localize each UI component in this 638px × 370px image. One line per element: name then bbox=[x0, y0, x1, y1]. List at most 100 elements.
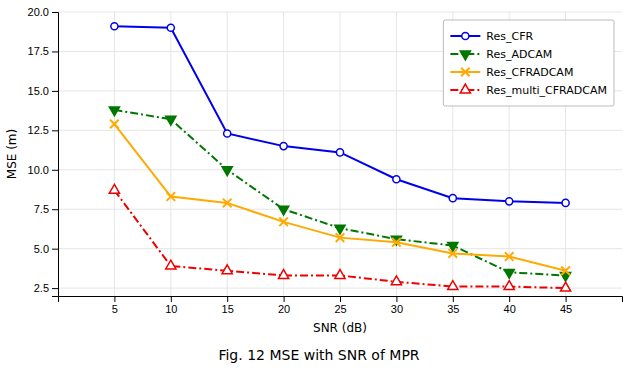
point bbox=[111, 23, 118, 30]
series bbox=[111, 23, 569, 207]
tick-label: 10.0 bbox=[28, 164, 49, 176]
point bbox=[222, 265, 232, 274]
point bbox=[449, 195, 456, 202]
tick: 10 bbox=[165, 296, 177, 315]
tick: 12.5 bbox=[28, 124, 58, 136]
tick-label: 2.5 bbox=[34, 282, 49, 294]
tick: 35 bbox=[447, 296, 459, 315]
tick-label: 17.5 bbox=[28, 45, 49, 57]
tick-label: 35 bbox=[447, 303, 459, 315]
point bbox=[167, 24, 174, 31]
series-line bbox=[114, 26, 565, 203]
tick: 15.0 bbox=[28, 85, 58, 97]
tick-label: 25 bbox=[334, 303, 346, 315]
legend: Res_CFR Res_ADCAM Res_CFRADCAM Res_multi_CF… bbox=[443, 20, 614, 106]
grid-line-y bbox=[58, 288, 622, 289]
point bbox=[506, 198, 513, 205]
grid-line-y bbox=[58, 209, 622, 210]
point bbox=[562, 199, 569, 206]
point bbox=[109, 184, 119, 193]
point bbox=[336, 233, 345, 242]
point bbox=[561, 266, 570, 275]
tick-mark bbox=[340, 296, 341, 302]
tick-label: 12.5 bbox=[28, 124, 49, 136]
tick: 5.0 bbox=[34, 243, 58, 255]
grid-line-x bbox=[283, 12, 284, 296]
tick-mark bbox=[52, 288, 58, 289]
point bbox=[393, 176, 400, 183]
series bbox=[109, 184, 570, 291]
tick: 20 bbox=[278, 296, 290, 315]
tick-mark bbox=[396, 296, 397, 302]
tick-mark bbox=[509, 296, 510, 302]
legend-symbol bbox=[462, 32, 469, 39]
tick: 30 bbox=[391, 296, 403, 315]
point bbox=[335, 270, 345, 279]
grid-line-y bbox=[58, 12, 622, 13]
legend-label: Res_CFR bbox=[486, 30, 533, 43]
x-axis-title: SNR (dB) bbox=[313, 321, 367, 335]
axis-line bbox=[59, 297, 623, 303]
point bbox=[448, 249, 457, 258]
point bbox=[504, 281, 514, 290]
grid-line-x bbox=[227, 12, 228, 296]
legend-symbol bbox=[461, 68, 470, 77]
tick-label: 15 bbox=[222, 303, 234, 315]
chart: 510152025303540452.55.07.510.012.515.017… bbox=[0, 0, 638, 370]
point bbox=[110, 120, 119, 129]
series-line bbox=[114, 190, 565, 288]
point bbox=[280, 143, 287, 150]
point bbox=[504, 269, 514, 278]
legend-item: Res_CFRADCAM bbox=[450, 66, 573, 79]
tick-label: 40 bbox=[504, 303, 516, 315]
y-axis: 2.5 5.0 7.5 10.0 12.5 15.0 17.5 20.0 bbox=[28, 6, 59, 296]
tick: 7.5 bbox=[34, 203, 58, 215]
tick: 45 bbox=[560, 296, 572, 315]
tick-label: 15.0 bbox=[28, 85, 49, 97]
legend-label: Res_ADCAM bbox=[486, 48, 552, 61]
point bbox=[561, 282, 571, 291]
legend-item: Res_ADCAM bbox=[450, 48, 552, 61]
tick-mark bbox=[227, 296, 228, 302]
point bbox=[336, 149, 343, 156]
grid bbox=[58, 12, 622, 296]
tick-mark bbox=[114, 296, 115, 302]
point bbox=[166, 192, 175, 201]
point bbox=[223, 199, 232, 208]
series bbox=[110, 120, 570, 275]
grid-line-y bbox=[58, 169, 622, 170]
tick: 40 bbox=[504, 296, 516, 315]
legend-item: Res_multi_CFRADCAM bbox=[450, 84, 607, 97]
legend-label: Res_multi_CFRADCAM bbox=[486, 84, 607, 97]
grid-line-y bbox=[58, 130, 622, 131]
legend-frame bbox=[443, 20, 614, 106]
legend-item: Res_CFR bbox=[450, 30, 533, 43]
tick-mark bbox=[52, 249, 58, 250]
tick-mark bbox=[52, 209, 58, 210]
tick-label: 10 bbox=[165, 303, 177, 315]
tick-mark bbox=[453, 296, 454, 302]
tick-mark bbox=[52, 130, 58, 131]
x-axis: 51015202530354045 bbox=[59, 296, 623, 315]
grid-line-x bbox=[170, 12, 171, 296]
tick: 20.0 bbox=[28, 6, 58, 18]
tick-label: 5.0 bbox=[34, 243, 49, 255]
point bbox=[505, 252, 514, 261]
tick-mark bbox=[52, 170, 58, 171]
tick-mark bbox=[171, 296, 172, 302]
point bbox=[166, 260, 176, 269]
tick-mark bbox=[284, 296, 285, 302]
point bbox=[222, 167, 232, 176]
point bbox=[109, 107, 119, 116]
point bbox=[392, 238, 401, 247]
tick-mark bbox=[566, 296, 567, 302]
grid-line-x bbox=[114, 12, 115, 296]
tick: 25 bbox=[334, 296, 346, 315]
tick-mark bbox=[52, 51, 58, 52]
y-axis-title: MSE (m) bbox=[5, 129, 19, 179]
tick: 2.5 bbox=[34, 282, 58, 294]
point bbox=[279, 218, 288, 227]
tick-label: 20 bbox=[278, 303, 290, 315]
tick-label: 30 bbox=[391, 303, 403, 315]
tick: 10.0 bbox=[28, 164, 58, 176]
